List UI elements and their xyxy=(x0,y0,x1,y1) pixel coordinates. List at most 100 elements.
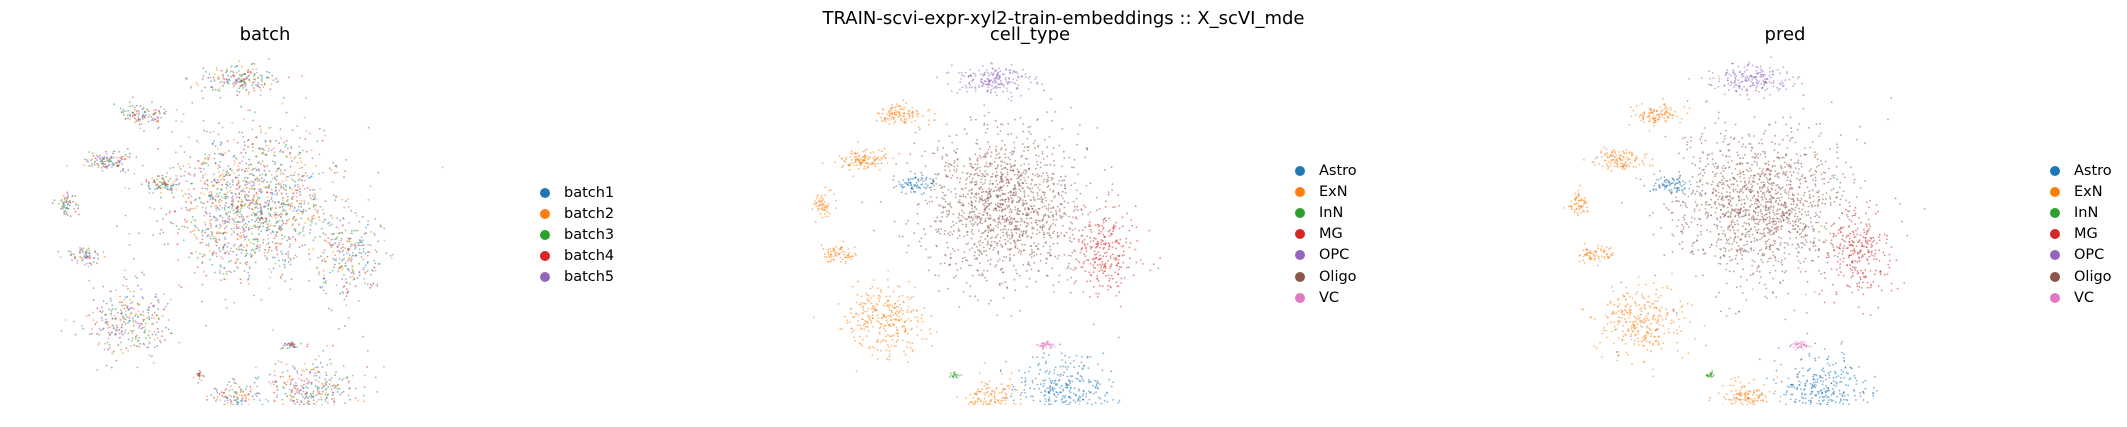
scatter-point xyxy=(1035,219,1038,222)
scatter-point xyxy=(981,191,983,194)
scatter-point xyxy=(250,71,253,74)
scatter-point xyxy=(212,184,215,186)
scatter-point xyxy=(988,190,991,193)
scatter-point xyxy=(989,245,992,248)
scatter-point xyxy=(1048,396,1051,399)
scatter-point xyxy=(962,188,964,191)
scatter-point xyxy=(303,202,306,205)
scatter-point xyxy=(249,390,252,393)
scatter-point xyxy=(187,197,190,199)
legend-item: batch4 xyxy=(540,246,614,267)
scatter-point xyxy=(1110,234,1113,236)
scatter-point xyxy=(1010,315,1013,318)
scatter-point xyxy=(212,89,215,92)
scatter-point xyxy=(1021,218,1023,221)
scatter-point xyxy=(1007,248,1009,251)
scatter-point xyxy=(254,220,256,223)
scatter-point xyxy=(258,86,261,88)
scatter-point xyxy=(1002,208,1004,211)
scatter-point xyxy=(305,97,307,99)
scatter-point xyxy=(294,230,297,233)
scatter-point xyxy=(119,301,121,304)
scatter-point xyxy=(962,216,965,219)
scatter-point xyxy=(1094,224,1097,227)
scatter-point xyxy=(1017,182,1019,184)
scatter-point xyxy=(322,384,325,386)
scatter-point xyxy=(227,74,230,77)
scatter-point xyxy=(281,220,284,223)
scatter-point xyxy=(217,89,220,91)
scatter-point xyxy=(115,289,117,291)
scatter-point xyxy=(970,191,973,194)
scatter-point xyxy=(142,107,145,110)
scatter-point xyxy=(169,185,172,187)
scatter-point xyxy=(143,318,145,321)
scatter-point xyxy=(288,346,291,349)
scatter-point xyxy=(976,224,979,227)
scatter-point xyxy=(341,278,344,280)
scatter-point xyxy=(252,78,255,81)
scatter-point xyxy=(350,232,353,235)
scatter-point xyxy=(992,249,995,251)
scatter-point xyxy=(276,253,279,256)
scatter-point xyxy=(299,193,302,196)
scatter-point xyxy=(312,172,315,175)
scatter-point xyxy=(325,392,328,395)
scatter-point xyxy=(305,150,308,153)
scatter-point xyxy=(310,197,312,200)
scatter-point xyxy=(1068,403,1070,405)
scatter-point xyxy=(148,110,150,113)
scatter-point xyxy=(985,229,987,232)
scatter-point xyxy=(314,366,317,369)
scatter-point xyxy=(364,252,367,255)
scatter-point xyxy=(210,181,213,183)
scatter-point xyxy=(140,123,143,125)
scatter-point xyxy=(441,166,444,169)
scatter-point xyxy=(1045,200,1048,202)
scatter-point xyxy=(245,167,248,170)
scatter-point xyxy=(324,233,327,236)
scatter-point xyxy=(947,203,949,206)
scatter-point xyxy=(975,168,978,170)
scatter-point xyxy=(268,287,271,289)
scatter-point xyxy=(145,114,147,116)
scatter-point xyxy=(1045,400,1048,403)
scatter-point xyxy=(259,244,262,247)
scatter-point xyxy=(1050,382,1053,385)
scatter-point xyxy=(102,162,105,165)
scatter-point xyxy=(247,226,250,229)
scatter-point xyxy=(1071,166,1073,169)
scatter-point xyxy=(984,277,987,279)
scatter-point xyxy=(989,258,992,261)
scatter-point xyxy=(129,307,132,310)
scatter-point xyxy=(1006,287,1009,290)
scatter-point xyxy=(244,196,247,198)
scatter-point xyxy=(281,205,284,208)
scatter-point xyxy=(1059,375,1061,377)
scatter-point xyxy=(215,244,218,247)
scatter-point xyxy=(1081,213,1084,216)
scatter-point xyxy=(1043,205,1046,208)
scatter-point xyxy=(1079,375,1082,377)
scatter-point xyxy=(270,149,273,152)
scatter-point xyxy=(984,207,987,209)
scatter-point xyxy=(319,188,321,190)
scatter-point xyxy=(1061,401,1064,404)
scatter-point xyxy=(103,348,106,351)
scatter-point xyxy=(227,172,230,174)
scatter-point xyxy=(1080,361,1083,363)
scatter-point xyxy=(143,130,145,132)
scatter-point xyxy=(326,364,329,366)
scatter-point xyxy=(341,258,344,261)
scatter-point xyxy=(1062,150,1065,153)
scatter-point xyxy=(220,265,222,268)
scatter-point xyxy=(87,165,90,168)
scatter-point xyxy=(938,220,941,223)
scatter-point xyxy=(335,284,338,287)
scatter-point xyxy=(245,249,247,252)
scatter-point xyxy=(970,211,973,214)
scatter-point xyxy=(344,247,347,250)
scatter-point xyxy=(1103,270,1105,273)
scatter-point xyxy=(969,173,972,175)
scatter-point xyxy=(220,189,223,191)
